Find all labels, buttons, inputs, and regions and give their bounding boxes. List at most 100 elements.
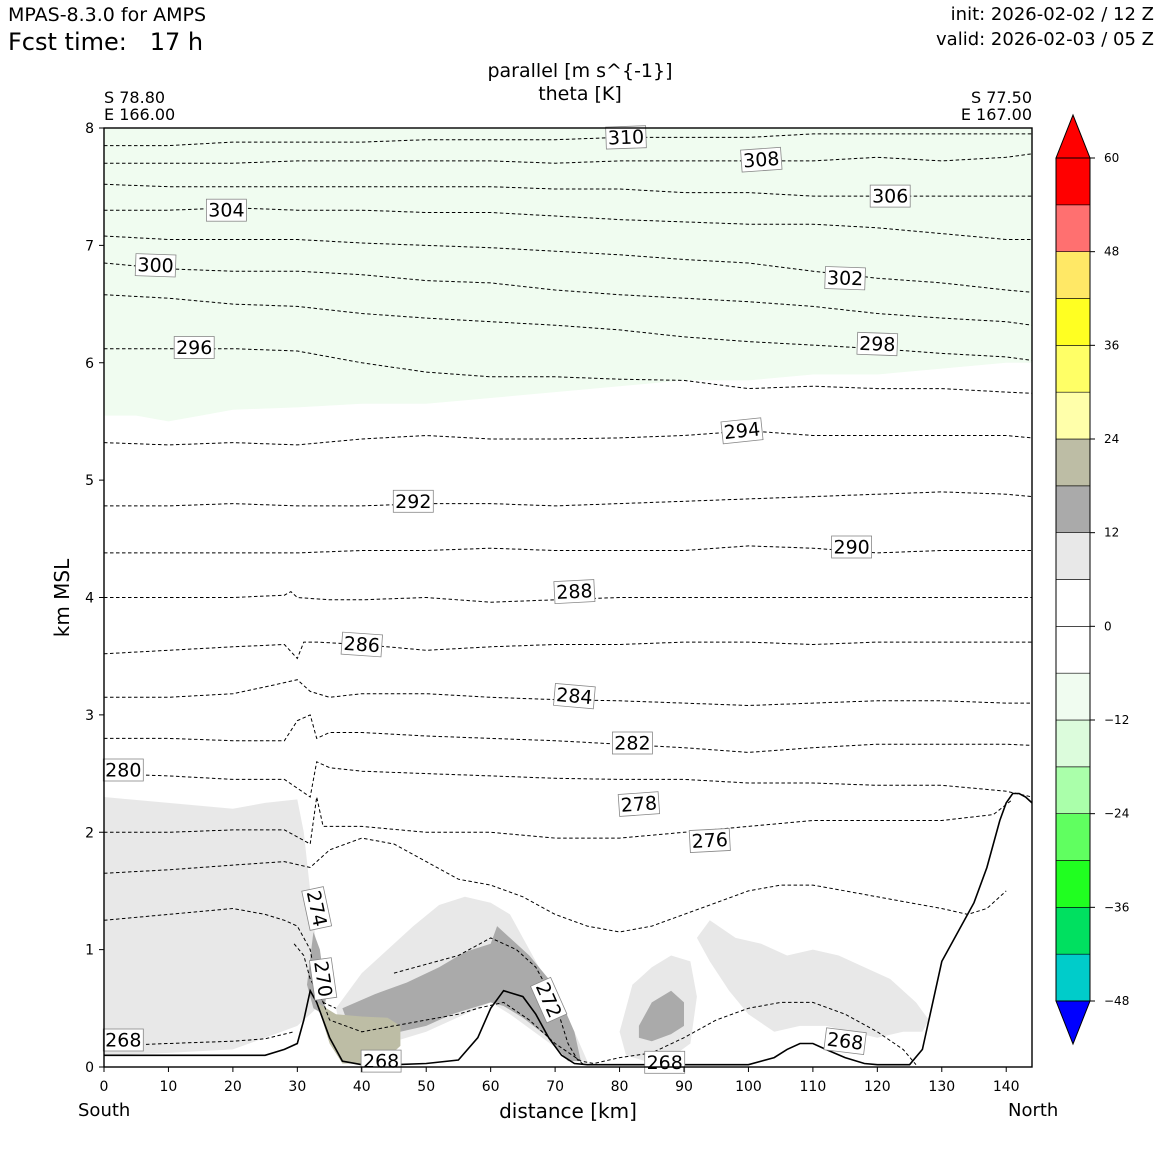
- colorbar-segment: [1055, 204, 1091, 252]
- contour-label-box: [869, 184, 911, 208]
- colorbar-segment: [1055, 345, 1091, 393]
- colorbar-segment: [1055, 157, 1091, 206]
- x-tick-label: 80: [611, 1079, 629, 1095]
- contour-label-box: [831, 535, 872, 559]
- contour-label-10: 290: [831, 535, 872, 559]
- contour-label-6: 298: [856, 331, 899, 357]
- colorbar-tick-label: −48: [1104, 994, 1129, 1008]
- contour-label-17: 276: [688, 828, 731, 853]
- theta-contour-274: [104, 907, 917, 1066]
- colorbar-segment: [1055, 813, 1091, 861]
- contour-label-7: 296: [173, 336, 215, 359]
- y-axis-label: km MSL: [50, 558, 74, 638]
- contour-label-3: 304: [205, 198, 247, 222]
- x-tick-label: 0: [100, 1079, 109, 1095]
- colorbar-tick-label: −36: [1104, 900, 1129, 914]
- colorbar-segment: [1055, 719, 1091, 768]
- colorbar-over-triangle: [1055, 113, 1091, 159]
- contour-label-box: [392, 489, 434, 513]
- contour-label-text: 288: [556, 580, 593, 604]
- contour-label-text: 270: [309, 960, 336, 999]
- colorbar-segment: [1055, 579, 1091, 627]
- theta-contour-280: [104, 761, 1032, 798]
- shading-green-light: [104, 128, 1032, 422]
- contour-label-box: [529, 976, 568, 1024]
- init-time: init: 2026-02-02 / 12 Z: [950, 4, 1154, 25]
- contour-label-box: [617, 791, 661, 817]
- contour-label-text: 268: [363, 1051, 399, 1073]
- contour-label-box: [205, 198, 247, 222]
- theta-contour-304: [104, 207, 1032, 240]
- y-tick-label: 5: [85, 473, 94, 489]
- colorbar-segment: [1055, 532, 1091, 580]
- contour-label-box: [856, 331, 899, 357]
- colorbar-tick-label: 36: [1104, 338, 1119, 352]
- start-point-label: S 78.80 E 166.00: [104, 89, 175, 123]
- colorbar-tick-label: 48: [1104, 245, 1119, 259]
- y-tick-label: 1: [85, 943, 94, 959]
- colorbar-frame: [1055, 157, 1091, 1002]
- colorbar-segment: [1055, 298, 1091, 346]
- y-tick-label: 6: [85, 356, 94, 372]
- contour-label-16: 278: [617, 791, 661, 817]
- contour-label-box: [612, 731, 653, 755]
- x-tick-label: 40: [353, 1079, 371, 1095]
- y-tick-label: 2: [85, 825, 94, 841]
- contour-label-5: 300: [134, 253, 177, 277]
- contour-label-text: 286: [343, 633, 381, 657]
- contour-label-22: 268: [360, 1049, 402, 1073]
- contour-label-9: 292: [392, 489, 434, 513]
- colorbar-segment: [1055, 485, 1091, 533]
- contour-label-box: [173, 336, 215, 359]
- contour-label-text: 310: [608, 126, 645, 149]
- colorbar-segment: [1055, 953, 1091, 1002]
- contour-label-text: 282: [614, 733, 650, 755]
- shading-tan: [316, 1002, 401, 1064]
- contour-label-box: [301, 886, 333, 931]
- shading-gray-dark-center: [342, 926, 581, 1062]
- shading-gray-light-north: [696, 920, 929, 1038]
- theta-contour-310: [104, 133, 1032, 147]
- contour-label-box: [824, 266, 866, 291]
- colorbar-tick-label: 60: [1104, 151, 1119, 165]
- chart-subtitle: theta [K]: [538, 83, 622, 105]
- contour-label-box: [823, 1027, 867, 1056]
- colorbar-segment: [1055, 438, 1091, 487]
- colorbar-segment: [1055, 626, 1091, 674]
- theta-contour-308: [104, 153, 1032, 164]
- chart-title: parallel [m s^{-1}]: [487, 60, 673, 82]
- end-lon: E 167.00: [960, 105, 1032, 124]
- contour-label-text: 294: [723, 418, 761, 444]
- shading-gray-dark-mid: [638, 990, 684, 1042]
- x-tick-label: 130: [928, 1079, 955, 1095]
- x-tick-label: 10: [160, 1079, 178, 1095]
- contour-label-box: [553, 579, 596, 605]
- x-tick-label: 120: [864, 1079, 891, 1095]
- start-lon: E 166.00: [104, 105, 176, 124]
- x-tick-label: 70: [546, 1079, 564, 1095]
- colorbar-segment: [1055, 907, 1091, 955]
- theta-contour-268: [104, 1031, 295, 1047]
- contour-label-box: [740, 146, 783, 173]
- theta-contour-294: [104, 430, 1032, 446]
- end-lat: S 77.50: [970, 88, 1032, 107]
- contour-label-text: 268: [105, 1030, 141, 1052]
- contour-label-2: 306: [869, 184, 911, 208]
- colorbar-tick-label: 24: [1104, 432, 1119, 446]
- contour-label-text: 304: [208, 200, 244, 222]
- contour-label-text: 284: [555, 684, 593, 709]
- contour-label-0: 310: [605, 125, 647, 150]
- shading-gray-light-south: [104, 797, 324, 1056]
- contour-label-11: 288: [553, 579, 596, 605]
- contour-label-box: [340, 631, 383, 658]
- y-tick-label: 0: [85, 1060, 94, 1076]
- x-tick-label: 90: [675, 1079, 693, 1095]
- contour-label-text: 308: [742, 148, 780, 172]
- contour-label-24: 268: [823, 1027, 867, 1056]
- north-label: North: [1008, 1100, 1059, 1121]
- theta-contour-302: [104, 235, 1032, 293]
- colorbar-segment: [1055, 766, 1091, 814]
- south-label: South: [78, 1100, 131, 1121]
- contour-label-box: [308, 957, 338, 1001]
